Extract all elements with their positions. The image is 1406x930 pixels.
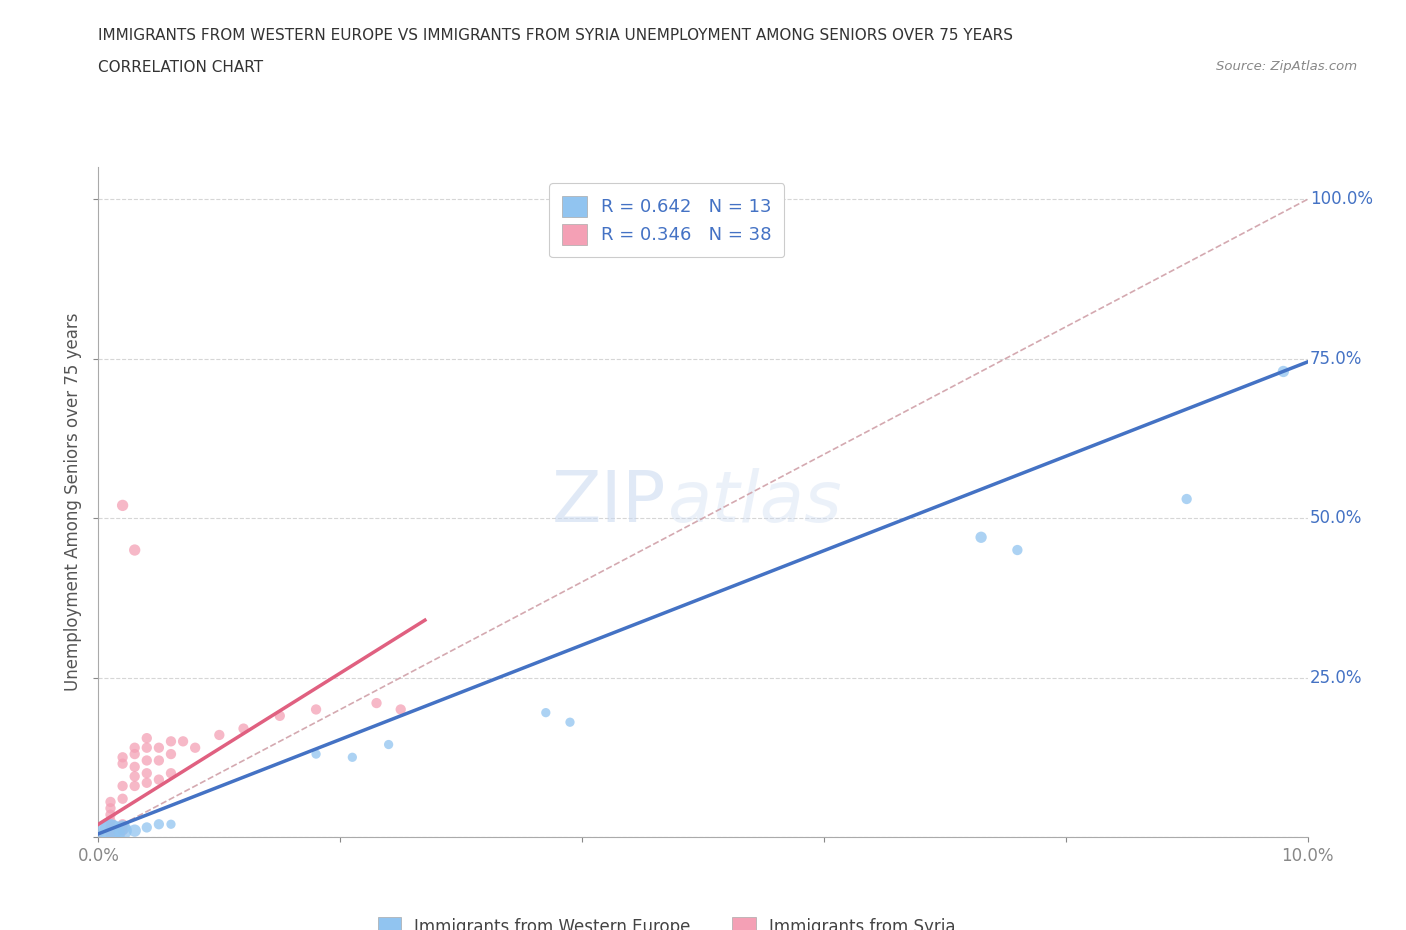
- Point: [135, 753, 157, 768]
- Point: [148, 817, 170, 831]
- Legend: Immigrants from Western Europe, Immigrants from Syria: Immigrants from Western Europe, Immigran…: [366, 906, 967, 930]
- Point: [366, 696, 388, 711]
- Point: [1007, 542, 1029, 557]
- Text: 75.0%: 75.0%: [1310, 350, 1362, 367]
- Text: IMMIGRANTS FROM WESTERN EUROPE VS IMMIGRANTS FROM SYRIA UNEMPLOYMENT AMONG SENIO: IMMIGRANTS FROM WESTERN EUROPE VS IMMIGR…: [98, 28, 1014, 43]
- Point: [269, 709, 291, 724]
- Point: [184, 740, 207, 755]
- Point: [135, 731, 157, 746]
- Point: [389, 702, 412, 717]
- Text: atlas: atlas: [666, 468, 841, 537]
- Point: [135, 820, 157, 835]
- Point: [124, 769, 146, 784]
- Point: [111, 791, 134, 806]
- Text: CORRELATION CHART: CORRELATION CHART: [98, 60, 263, 75]
- Point: [100, 820, 122, 835]
- Point: [124, 760, 146, 775]
- Point: [124, 778, 146, 793]
- Point: [1272, 364, 1295, 379]
- Point: [100, 823, 122, 838]
- Point: [970, 530, 993, 545]
- Point: [160, 817, 183, 831]
- Point: [111, 817, 134, 831]
- Point: [100, 814, 122, 829]
- Point: [558, 715, 581, 730]
- Point: [100, 823, 122, 838]
- Point: [135, 776, 157, 790]
- Point: [160, 734, 183, 749]
- Point: [124, 823, 146, 838]
- Point: [124, 542, 146, 557]
- Text: 25.0%: 25.0%: [1310, 669, 1362, 686]
- Point: [305, 702, 328, 717]
- Text: Source: ZipAtlas.com: Source: ZipAtlas.com: [1216, 60, 1357, 73]
- Point: [100, 794, 122, 809]
- Point: [124, 740, 146, 755]
- Point: [160, 765, 183, 780]
- Point: [135, 740, 157, 755]
- Point: [208, 727, 231, 742]
- Point: [100, 827, 122, 842]
- Point: [100, 807, 122, 822]
- Point: [111, 820, 134, 835]
- Point: [148, 753, 170, 768]
- Point: [1175, 492, 1198, 507]
- Point: [111, 498, 134, 512]
- Point: [148, 772, 170, 787]
- Point: [232, 721, 254, 736]
- Point: [160, 747, 183, 762]
- Text: ZIP: ZIP: [553, 468, 666, 537]
- Text: 100.0%: 100.0%: [1310, 191, 1374, 208]
- Point: [534, 705, 557, 720]
- Point: [111, 823, 134, 838]
- Point: [111, 820, 134, 835]
- Point: [148, 740, 170, 755]
- Point: [342, 750, 364, 764]
- Y-axis label: Unemployment Among Seniors over 75 years: Unemployment Among Seniors over 75 years: [65, 313, 83, 691]
- Point: [100, 801, 122, 816]
- Point: [100, 827, 122, 842]
- Point: [172, 734, 194, 749]
- Point: [111, 778, 134, 793]
- Point: [305, 747, 328, 762]
- Point: [111, 823, 134, 838]
- Text: 50.0%: 50.0%: [1310, 509, 1362, 527]
- Point: [111, 756, 134, 771]
- Point: [111, 750, 134, 764]
- Point: [124, 747, 146, 762]
- Point: [377, 737, 399, 752]
- Point: [135, 765, 157, 780]
